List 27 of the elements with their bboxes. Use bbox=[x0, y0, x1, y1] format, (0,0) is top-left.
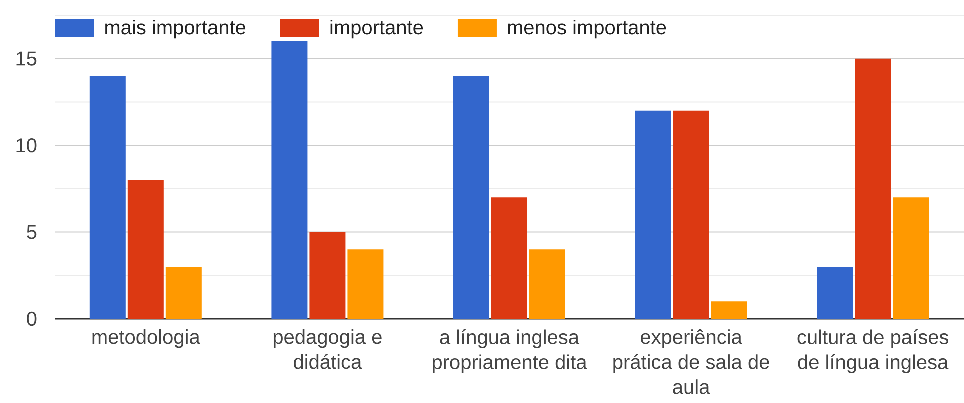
x-tick-label: pedagogia e didática bbox=[274, 330, 382, 370]
y-tick-label: 10 bbox=[16, 138, 37, 153]
bar bbox=[855, 58, 892, 319]
y-tick-label: 0 bbox=[27, 312, 37, 326]
y-tick-label: 5 bbox=[27, 225, 37, 240]
bar bbox=[90, 76, 126, 319]
bar bbox=[893, 198, 930, 319]
bar bbox=[272, 42, 308, 319]
x-tick-label: cultura de países de língua inglesa bbox=[798, 330, 949, 374]
bar bbox=[817, 266, 854, 319]
bar bbox=[310, 232, 346, 319]
bar bbox=[454, 76, 490, 319]
legend-label: menos importante bbox=[508, 20, 666, 39]
y-tick-label: 15 bbox=[16, 52, 37, 66]
bar bbox=[348, 250, 384, 319]
bar bbox=[128, 180, 164, 319]
x-tick-label: a língua inglesa propriamente dita bbox=[432, 330, 588, 374]
bar bbox=[166, 266, 202, 319]
bar bbox=[492, 198, 528, 319]
bar bbox=[673, 110, 710, 319]
bar bbox=[530, 250, 566, 319]
bar bbox=[635, 110, 672, 319]
legend-label: importante bbox=[330, 20, 424, 39]
legend-label: mais importante bbox=[106, 20, 246, 39]
bar bbox=[711, 302, 748, 319]
x-tick-label: metodologia bbox=[92, 330, 200, 348]
x-tick-label: experiência prática de sala de aula bbox=[614, 330, 770, 394]
